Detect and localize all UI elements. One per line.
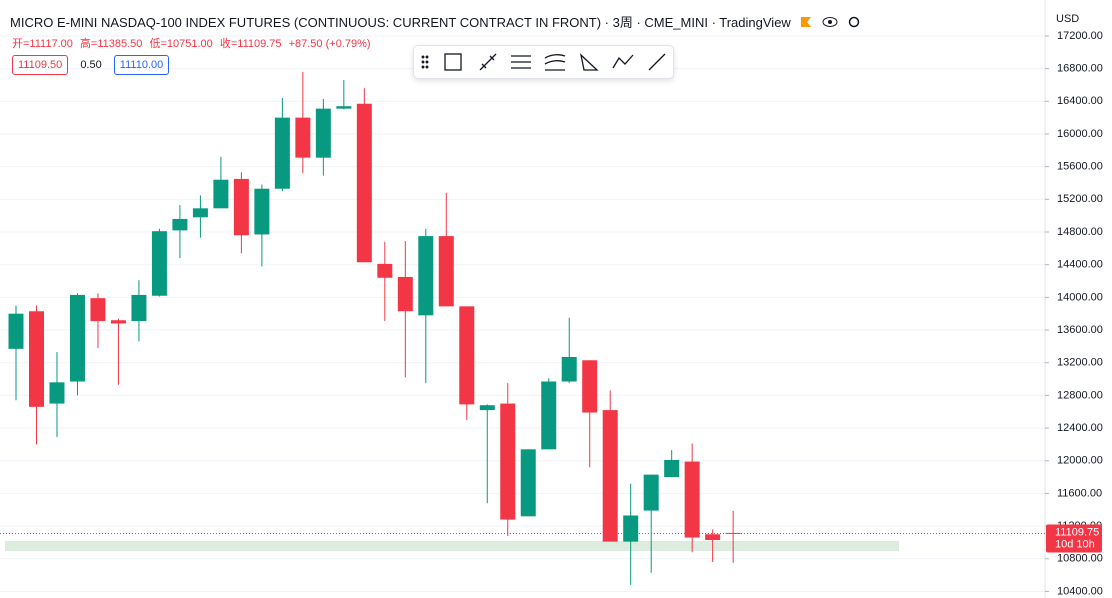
y-tick-label: 15600.00 (1057, 161, 1103, 173)
candle-body (479, 405, 495, 411)
candle-body (90, 298, 106, 322)
y-tick-label: 10400.00 (1057, 585, 1103, 597)
candle-body (356, 103, 372, 263)
y-tick-label: 17200.00 (1057, 30, 1103, 42)
spread: 0.50 (80, 59, 102, 71)
y-tick-label: 12800.00 (1057, 389, 1103, 401)
candle-body (438, 236, 454, 307)
fib-tool[interactable] (511, 55, 531, 69)
quotes: 11109.50 0.50 11110.00 (12, 55, 173, 75)
ohlc-legend: 开=11117.00 高=11385.50 低=10751.00 收=11109… (12, 35, 375, 51)
y-tick-label: 10800.00 (1057, 553, 1103, 565)
eye-icon[interactable] (822, 16, 838, 28)
y-tick-label: 16800.00 (1057, 63, 1103, 75)
candle-body (684, 461, 700, 538)
drawing-toolbar (413, 45, 674, 79)
ohlc-high: 高=11385.50 (79, 38, 143, 50)
drag-handle[interactable] (421, 55, 429, 69)
ohlc-close: 收=11109.75 (219, 38, 282, 50)
candle-body (110, 320, 126, 324)
candle-body (274, 117, 290, 189)
candle-body (254, 188, 270, 235)
highlight-zone (5, 541, 899, 551)
y-tick-label: 16000.00 (1057, 128, 1103, 140)
candle-body (69, 294, 85, 382)
candle-body (192, 208, 208, 218)
candle-body (623, 515, 639, 542)
candle-body (28, 311, 44, 407)
candle-body (172, 218, 188, 231)
candle-body (602, 410, 618, 542)
candle-body (664, 459, 680, 478)
candle-body (315, 108, 331, 158)
symbol-title: MICRO E-MINI NASDAQ-100 INDEX FUTURES (C… (10, 15, 602, 30)
candle-body (8, 313, 24, 349)
candle-body (295, 117, 311, 158)
candle-body (520, 449, 536, 517)
y-tick-label: 12400.00 (1057, 422, 1103, 434)
line-tool[interactable] (648, 53, 666, 71)
ask-price[interactable]: 11110.00 (113, 55, 170, 75)
candle-body (49, 382, 65, 404)
y-tick-label: 14000.00 (1057, 291, 1103, 303)
ohlc-change: +87.50 (+0.79%) (288, 38, 371, 50)
y-tick-label: 13600.00 (1057, 324, 1103, 336)
last-price-tag (1046, 524, 1102, 553)
path-tool[interactable] (612, 54, 634, 69)
channel-tool[interactable] (544, 54, 566, 71)
candle-body (705, 534, 721, 540)
y-tick-label: 14800.00 (1057, 226, 1103, 238)
candle-body (582, 360, 598, 413)
y-tick-label: 13200.00 (1057, 357, 1103, 369)
candle-body (725, 532, 741, 534)
candle-body (643, 474, 659, 511)
rect-tool[interactable] (444, 53, 462, 71)
candle-body (500, 403, 516, 520)
candle-body (418, 236, 434, 316)
ohlc-low: 低=10751.00 (149, 38, 213, 50)
toolbar-icons (421, 53, 666, 71)
bid-price[interactable]: 11109.50 (12, 55, 69, 75)
header: MICRO E-MINI NASDAQ-100 INDEX FUTURES (C… (6, 10, 864, 33)
trend-tool[interactable] (479, 53, 497, 71)
candle-body (377, 263, 393, 278)
settings-icon[interactable] (848, 16, 860, 28)
candle-body (131, 294, 147, 322)
y-tick-label: 11600.00 (1057, 487, 1102, 499)
candle-body (561, 357, 577, 382)
candle-body (397, 276, 413, 312)
flag-icon[interactable] (800, 16, 812, 28)
currency[interactable]: USD (1056, 13, 1080, 25)
ohlc-open: 开=11117.00 (12, 38, 73, 50)
candle-body (336, 106, 352, 109)
candle-body (459, 306, 475, 405)
countdown-label: 10d 10h (1055, 538, 1095, 550)
candle-body (233, 178, 249, 236)
candle-body (151, 231, 167, 296)
y-tick-label: 16400.00 (1057, 95, 1103, 107)
y-tick-label: 15200.00 (1057, 193, 1103, 205)
y-tick-label: 14400.00 (1057, 259, 1103, 271)
pattern-tool[interactable] (579, 53, 599, 71)
candle-body (541, 381, 557, 450)
last-price-label: 11109.75 (1055, 526, 1099, 538)
y-tick-label: 12000.00 (1057, 455, 1103, 467)
candle-body (213, 179, 229, 209)
symbol-meta: · 3周 · CME_MINI · TradingView (604, 15, 791, 30)
